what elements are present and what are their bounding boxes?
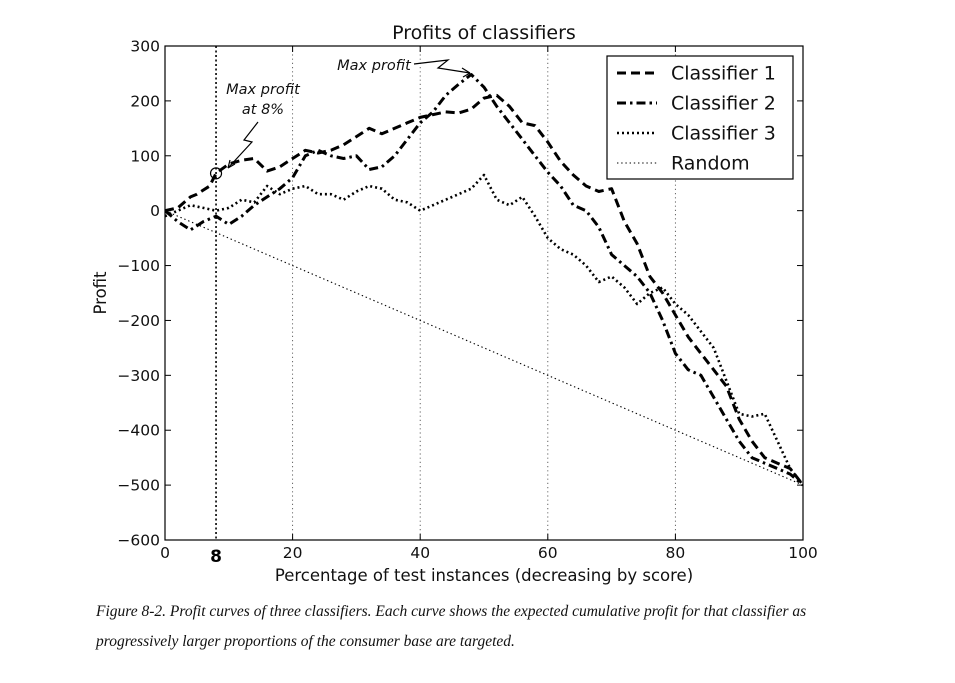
y-axis-label: Profit [91, 271, 110, 315]
x-tick-label-60: 60 [538, 544, 558, 562]
y-tick-label-300: 300 [130, 38, 160, 56]
plot-frame [164, 45, 804, 541]
x-tick-label-80: 80 [666, 544, 686, 562]
annotation-max-profit-8pct: Max profit at 8% [226, 82, 301, 169]
x-tick-label-100: 100 [788, 544, 818, 562]
y-tick-label--400: −400 [117, 422, 160, 440]
legend-label-classifier-2: Classifier 2 [671, 93, 776, 115]
annotation-left-arrowhead [227, 159, 236, 169]
y-tick-label--100: −100 [117, 257, 160, 275]
max-profit-point-circle [209, 167, 223, 180]
series-line-classifier-2 [165, 73, 803, 487]
series-line-classifier-1 [165, 93, 803, 487]
legend-label-random: Random [671, 153, 750, 175]
annotation-top-arrowhead [461, 67, 471, 78]
series-line-random [165, 210, 803, 486]
axis-ticks: 0 20 40 60 80 100 8 300 200 100 0 −100 −200 −300 −400 −… [117, 38, 817, 568]
vertical-grid [292, 46, 676, 540]
series-line-classifier-3 [165, 173, 803, 486]
y-tick-label-200: 200 [130, 92, 160, 110]
annotation-left-arrow [227, 121, 259, 169]
figure-caption: Figure 8-2. Profit curves of three class… [96, 597, 886, 657]
annotation-max-profit-peak: Max profit [337, 58, 471, 78]
y-tick-label--600: −600 [117, 532, 160, 550]
annotation-left-line-2: at 8% [242, 102, 284, 118]
caption-text: Profit curves of three classifiers. Each… [96, 603, 807, 650]
legend-box [606, 55, 794, 180]
legend-label-classifier-3: Classifier 3 [671, 123, 776, 145]
y-tick-label-100: 100 [130, 147, 160, 165]
annotation-left-line-1: Max profit [226, 82, 301, 98]
y-tick-label--300: −300 [117, 367, 160, 385]
legend: Classifier 1 Classifier 2 Classifier 3 Rand… [606, 55, 794, 180]
x-axis-label: Percentage of test instances (decreasing… [275, 566, 693, 585]
series-lines [165, 73, 803, 487]
marker-x-label: 8 [210, 547, 222, 567]
y-tick-label-0: 0 [150, 202, 160, 220]
y-tick-label--500: −500 [117, 477, 160, 495]
x-tick-label-20: 20 [283, 544, 303, 562]
legend-label-classifier-1: Classifier 1 [671, 63, 776, 85]
max-profit-marker [209, 46, 223, 540]
annotation-top-arrow [413, 59, 471, 74]
caption-lead: Figure 8-2. [96, 603, 167, 620]
annotation-top-text: Max profit [337, 58, 412, 74]
y-tick-label--200: −200 [117, 312, 160, 330]
chart-title: Profits of classifiers [392, 22, 576, 44]
x-tick-label-40: 40 [410, 544, 430, 562]
x-tick-label-0: 0 [160, 544, 170, 562]
profit-chart: Profits of classifiers 0 20 40 60 80 100 8 300 2… [91, 22, 818, 585]
